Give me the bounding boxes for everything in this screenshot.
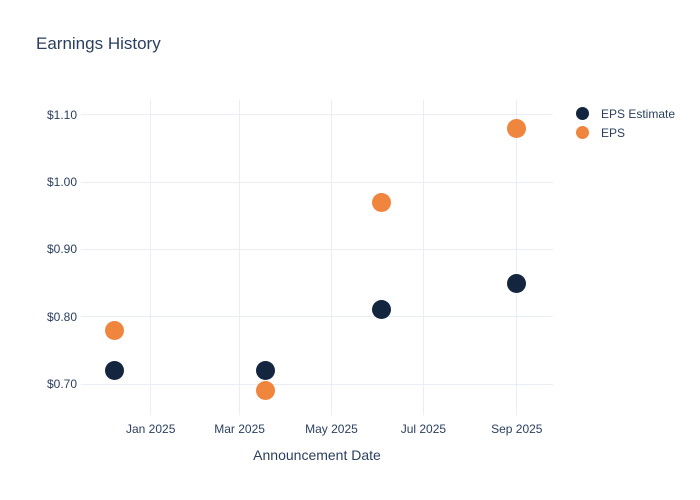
plot-area (81, 100, 553, 415)
eps-estimate-marker-icon (576, 107, 589, 120)
chart-title: Earnings History (36, 34, 161, 53)
x-tick-label: Jan 2025 (125, 422, 176, 436)
y-tick-label: $1.10 (46, 107, 77, 122)
data-point-eps[interactable] (105, 320, 125, 340)
data-point-eps[interactable] (507, 118, 527, 138)
y-tick-label: $0.80 (46, 309, 77, 324)
data-point-eps-estimate[interactable] (255, 361, 275, 381)
eps-marker-icon (576, 126, 589, 139)
x-tick-label: Mar 2025 (214, 422, 265, 436)
gridline-x (150, 100, 152, 415)
data-point-eps[interactable] (255, 381, 275, 401)
data-point-eps-estimate[interactable] (507, 273, 527, 293)
gridline-x (330, 100, 332, 415)
gridline-x (516, 100, 518, 415)
data-point-eps-estimate[interactable] (105, 361, 125, 381)
x-tick-label: Sep 2025 (491, 422, 543, 436)
legend: EPS Estimate EPS (574, 104, 675, 142)
gridline-y (81, 383, 553, 385)
gridline-x (239, 100, 241, 415)
legend-label-eps: EPS (601, 125, 626, 140)
legend-item-eps[interactable]: EPS (574, 123, 675, 142)
y-tick-label: $0.70 (46, 377, 77, 391)
data-point-eps[interactable] (371, 192, 391, 212)
gridline-y (81, 248, 553, 250)
legend-item-eps-estimate[interactable]: EPS Estimate (574, 104, 675, 123)
x-tick-label: Jul 2025 (400, 422, 447, 436)
gridline-y (81, 114, 553, 116)
data-point-eps-estimate[interactable] (371, 300, 391, 320)
gridline-x (422, 100, 424, 415)
legend-label-eps-estimate: EPS Estimate (601, 106, 676, 121)
gridline-y (81, 316, 553, 318)
x-tick-label: May 2025 (305, 422, 358, 436)
gridline-y (81, 181, 553, 183)
x-axis-title: Announcement Date (253, 447, 381, 463)
y-tick-label: $0.90 (46, 242, 77, 257)
y-tick-label: $1.00 (46, 175, 77, 190)
